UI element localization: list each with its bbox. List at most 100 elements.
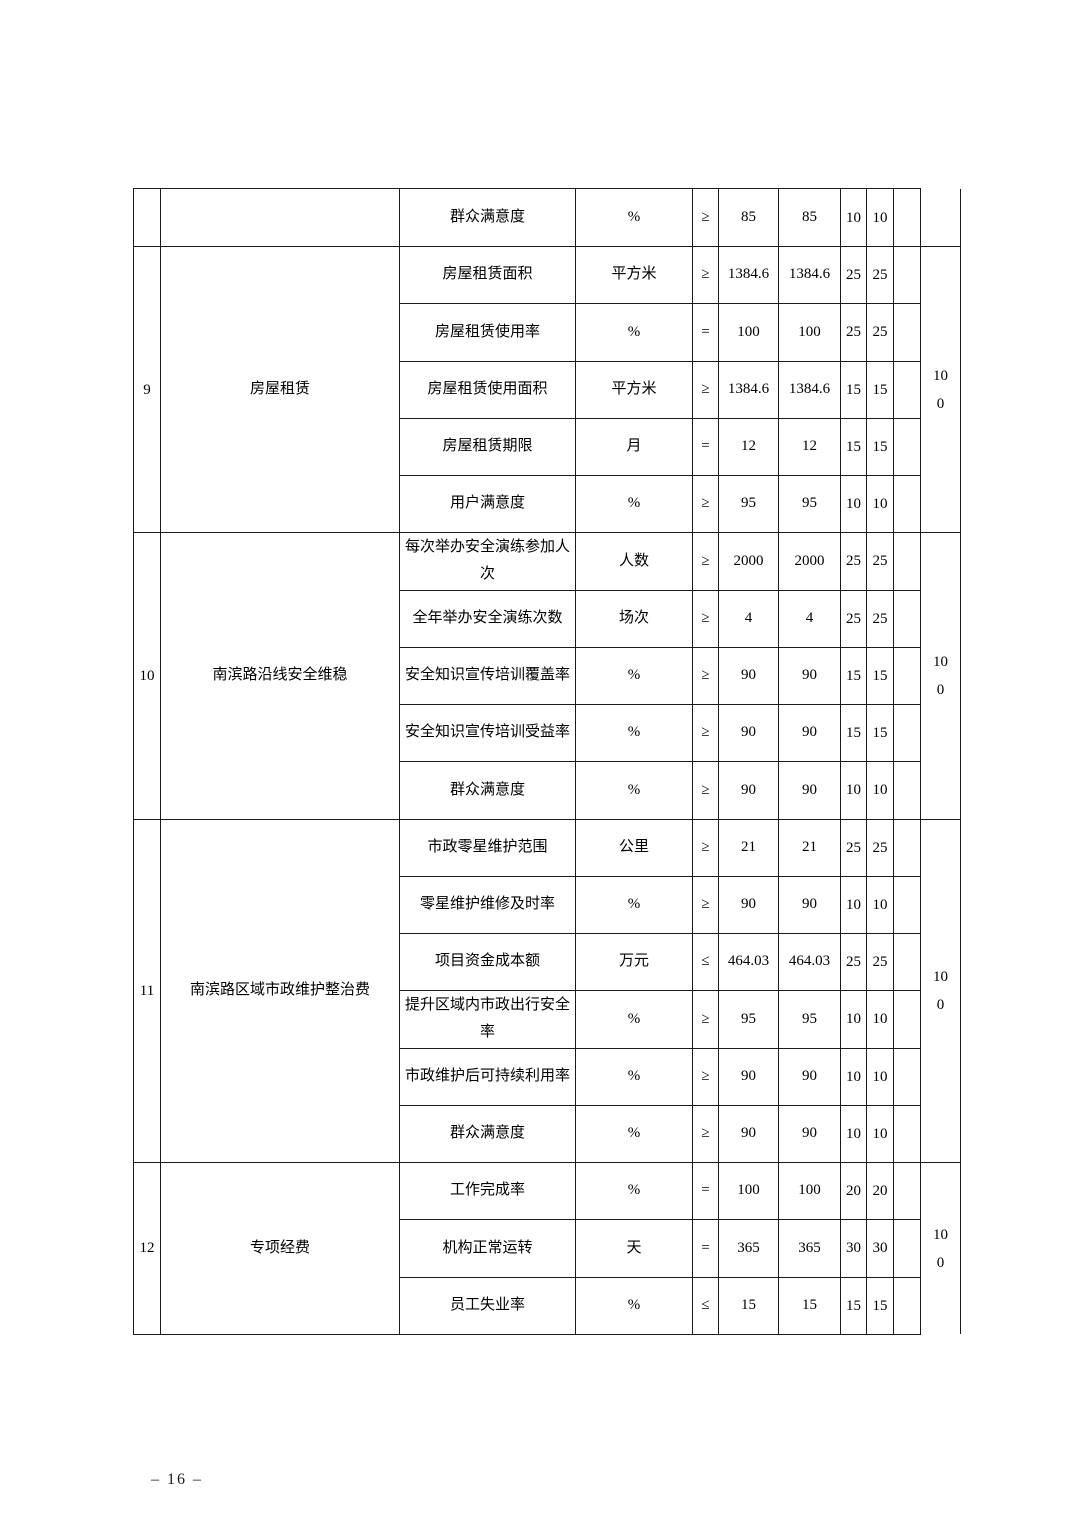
- score-cell: 25: [840, 589, 867, 648]
- section-no-cell: 11: [133, 818, 161, 1163]
- score-cell-text: 10: [846, 1011, 861, 1028]
- performance-indicator-table: 群众满意度% ≥85 85 10 10 9 房屋租赁 房屋租赁面积 平方米 ≥1384.6 1384…: [133, 188, 961, 1335]
- gap-cell: [893, 1104, 921, 1164]
- section-name-cell: 专项经费: [160, 1162, 400, 1335]
- score-cell-2-text: 20: [872, 1183, 888, 1200]
- actual-value-cell: 2000: [778, 532, 841, 591]
- unit-cell: 场次: [575, 589, 693, 648]
- comparator-cell: ≥: [692, 1104, 719, 1164]
- score-cell-2-text: 15: [872, 381, 888, 398]
- score-cell: 15: [840, 646, 867, 706]
- score-cell-text: 10: [846, 782, 861, 799]
- unit-cell: 平方米: [575, 360, 693, 419]
- score-cell-2-text: 25: [872, 610, 888, 627]
- unit-cell: %: [575, 703, 693, 763]
- unit-cell: %: [575, 1104, 693, 1164]
- actual-value-cell: 90: [778, 703, 841, 763]
- gap-cell: [893, 932, 921, 992]
- section-total-cell-text: 100: [933, 1226, 948, 1271]
- score-cell-text: 25: [846, 954, 861, 971]
- comparator-cell: ≥: [692, 875, 719, 935]
- section-total-cell-text: 100: [933, 367, 948, 412]
- indicator-row: 房屋租赁使用率% = 100 100 25 25: [134, 303, 961, 362]
- target-value-cell: 21: [718, 818, 779, 877]
- score-cell-text: 15: [846, 381, 861, 398]
- score-cell-2: 10: [866, 761, 894, 820]
- indicator-name-cell: 机构正常运转: [399, 1219, 576, 1278]
- section-no-cell-text: 12: [139, 1240, 155, 1257]
- target-value-cell: 100: [718, 303, 779, 362]
- actual-value-cell: 365: [778, 1219, 841, 1278]
- indicator-row: 机构正常运转天 = 365 365 30 30: [134, 1219, 961, 1278]
- score-cell: 25: [840, 932, 867, 992]
- indicator-name-cell: 群众满意度: [399, 761, 576, 820]
- actual-value-cell: 4: [778, 589, 841, 648]
- score-cell-2-text: 30: [872, 1240, 888, 1257]
- score-cell: 15: [840, 417, 867, 477]
- target-value-cell: 464.03: [718, 932, 779, 992]
- section-total-cell: 100: [920, 245, 961, 534]
- score-cell: 10: [840, 1047, 867, 1106]
- comparator-cell: ≥: [692, 589, 719, 648]
- comparator-cell: =: [692, 1161, 719, 1221]
- target-value-cell: 90: [718, 1104, 779, 1164]
- section-no-cell-text: 11: [139, 982, 155, 999]
- actual-value-cell: 21: [778, 818, 841, 877]
- gap-cell: [893, 1276, 921, 1335]
- section-total-cell: 100: [920, 818, 961, 1163]
- score-cell-2: 15: [866, 703, 894, 763]
- score-cell-2-text: 15: [872, 438, 888, 455]
- indicator-row: 群众满意度% ≥90 90 10 10: [134, 1104, 961, 1164]
- score-cell-2: 15: [866, 360, 894, 419]
- section-no-cell-text: 9: [143, 381, 151, 398]
- score-cell-text: 10: [846, 1125, 861, 1142]
- actual-value-cell: 100: [778, 1161, 841, 1221]
- score-cell: 10: [840, 990, 867, 1049]
- comparator-cell: ≥: [692, 188, 719, 247]
- actual-value-cell: 95: [778, 474, 841, 534]
- indicator-name-cell: 房屋租赁面积: [399, 245, 576, 305]
- score-cell-2: 15: [866, 417, 894, 477]
- indicator-row: 市政维护后可持续利用率% ≥90 90 10 10: [134, 1047, 961, 1106]
- indicator-row: 9 房屋租赁 房屋租赁面积 平方米 ≥1384.6 1384.6 25 25 100: [133, 245, 961, 534]
- indicator-row: 12 专项经费 工作完成率% = 100 100 20 20 100: [133, 1161, 961, 1335]
- indicator-name-cell: 每次举办安全演练参加人次: [399, 532, 576, 591]
- indicator-row: 安全知识宣传培训受益率% ≥90 90 15 15: [134, 703, 961, 763]
- indicator-name-cell: 员工失业率: [399, 1276, 576, 1335]
- score-cell-2-text: 15: [872, 667, 888, 684]
- section-no-cell: [133, 188, 161, 247]
- indicator-name-cell: 市政维护后可持续利用率: [399, 1047, 576, 1106]
- score-cell-2: 25: [866, 589, 894, 648]
- actual-value-cell: 90: [778, 1104, 841, 1164]
- actual-value-cell: 85: [778, 188, 841, 247]
- actual-value-cell: 100: [778, 303, 841, 362]
- gap-cell: [893, 303, 921, 362]
- target-value-cell: 90: [718, 875, 779, 935]
- unit-cell: %: [575, 761, 693, 820]
- indicator-row: 员工失业率% ≤15 15 15 15: [134, 1276, 961, 1335]
- target-value-cell: 4: [718, 589, 779, 648]
- indicator-row: 零星维护维修及时率% ≥90 90 10 10: [134, 875, 961, 935]
- comparator-cell: ≥: [692, 990, 719, 1049]
- target-value-cell: 95: [718, 990, 779, 1049]
- comparator-cell: ≥: [692, 1047, 719, 1106]
- gap-cell: [893, 761, 921, 820]
- indicator-name-cell: 市政零星维护范围: [399, 818, 576, 877]
- score-cell-2-text: 10: [872, 782, 888, 799]
- actual-value-cell: 90: [778, 1047, 841, 1106]
- comparator-cell: =: [692, 1219, 719, 1278]
- score-cell-2-text: 25: [872, 267, 888, 284]
- section-no-cell: 10: [133, 532, 161, 820]
- comparator-cell: =: [692, 417, 719, 477]
- target-value-cell: 365: [718, 1219, 779, 1278]
- target-value-cell: 90: [718, 1047, 779, 1106]
- score-cell-2: 25: [866, 245, 894, 305]
- actual-value-cell: 1384.6: [778, 360, 841, 419]
- score-cell: 10: [840, 875, 867, 935]
- actual-value-cell: 90: [778, 875, 841, 935]
- score-cell-text: 25: [846, 610, 861, 627]
- section-no-cell-text: 10: [139, 667, 155, 684]
- gap-cell: [893, 818, 921, 877]
- score-cell-2-text: 25: [872, 324, 888, 341]
